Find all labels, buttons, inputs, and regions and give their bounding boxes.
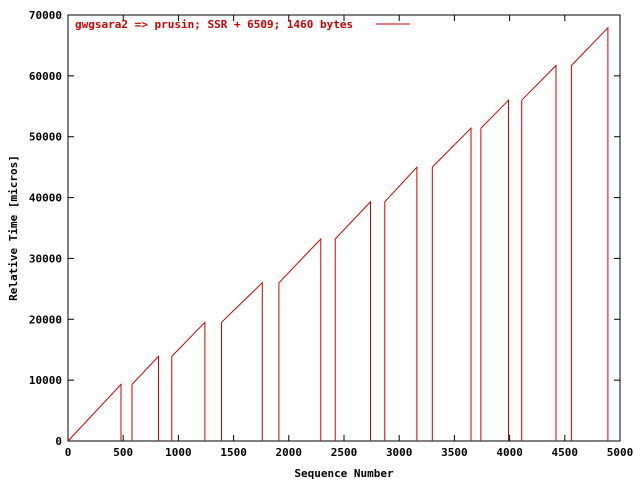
- plot-frame: [67, 14, 621, 442]
- legend-entry-label: gwgsara2 => prusin; SSR + 6509; 1460 byt…: [75, 18, 353, 31]
- y-tick-label: 50000: [29, 131, 62, 144]
- legend: gwgsara2 => prusin; SSR + 6509; 1460 byt…: [75, 18, 410, 31]
- y-tick-label: 10000: [29, 374, 62, 387]
- x-tick-label: 1000: [165, 446, 192, 459]
- x-tick-label: 1500: [220, 446, 247, 459]
- y-tick-label: 40000: [29, 192, 62, 205]
- y-tick-label: 30000: [29, 252, 62, 265]
- x-tick-label: 5000: [607, 446, 634, 459]
- x-tick-label: 3500: [441, 446, 468, 459]
- x-tick-label: 3000: [386, 446, 413, 459]
- x-tick-label: 4500: [552, 446, 579, 459]
- x-tick-label: 2000: [276, 446, 303, 459]
- y-tick-label: 70000: [29, 9, 62, 22]
- x-tick-label: 0: [65, 446, 72, 459]
- x-tick-label: 500: [113, 446, 133, 459]
- y-tick-label: 60000: [29, 70, 62, 83]
- axis-ticks: 0 500 1000 1500 2000 2500 3000 3500 4000 4500 5000…: [29, 9, 633, 459]
- x-tick-label: 2500: [331, 446, 358, 459]
- x-tick-label: 4000: [496, 446, 523, 459]
- plot-area: [67, 26, 609, 442]
- x-axis-label: Sequence Number: [294, 467, 394, 480]
- y-tick-label: 0: [55, 435, 62, 448]
- y-tick-label: 20000: [29, 313, 62, 326]
- series-line: [67, 26, 609, 442]
- y-axis-label: Relative Time [micros]: [7, 155, 20, 301]
